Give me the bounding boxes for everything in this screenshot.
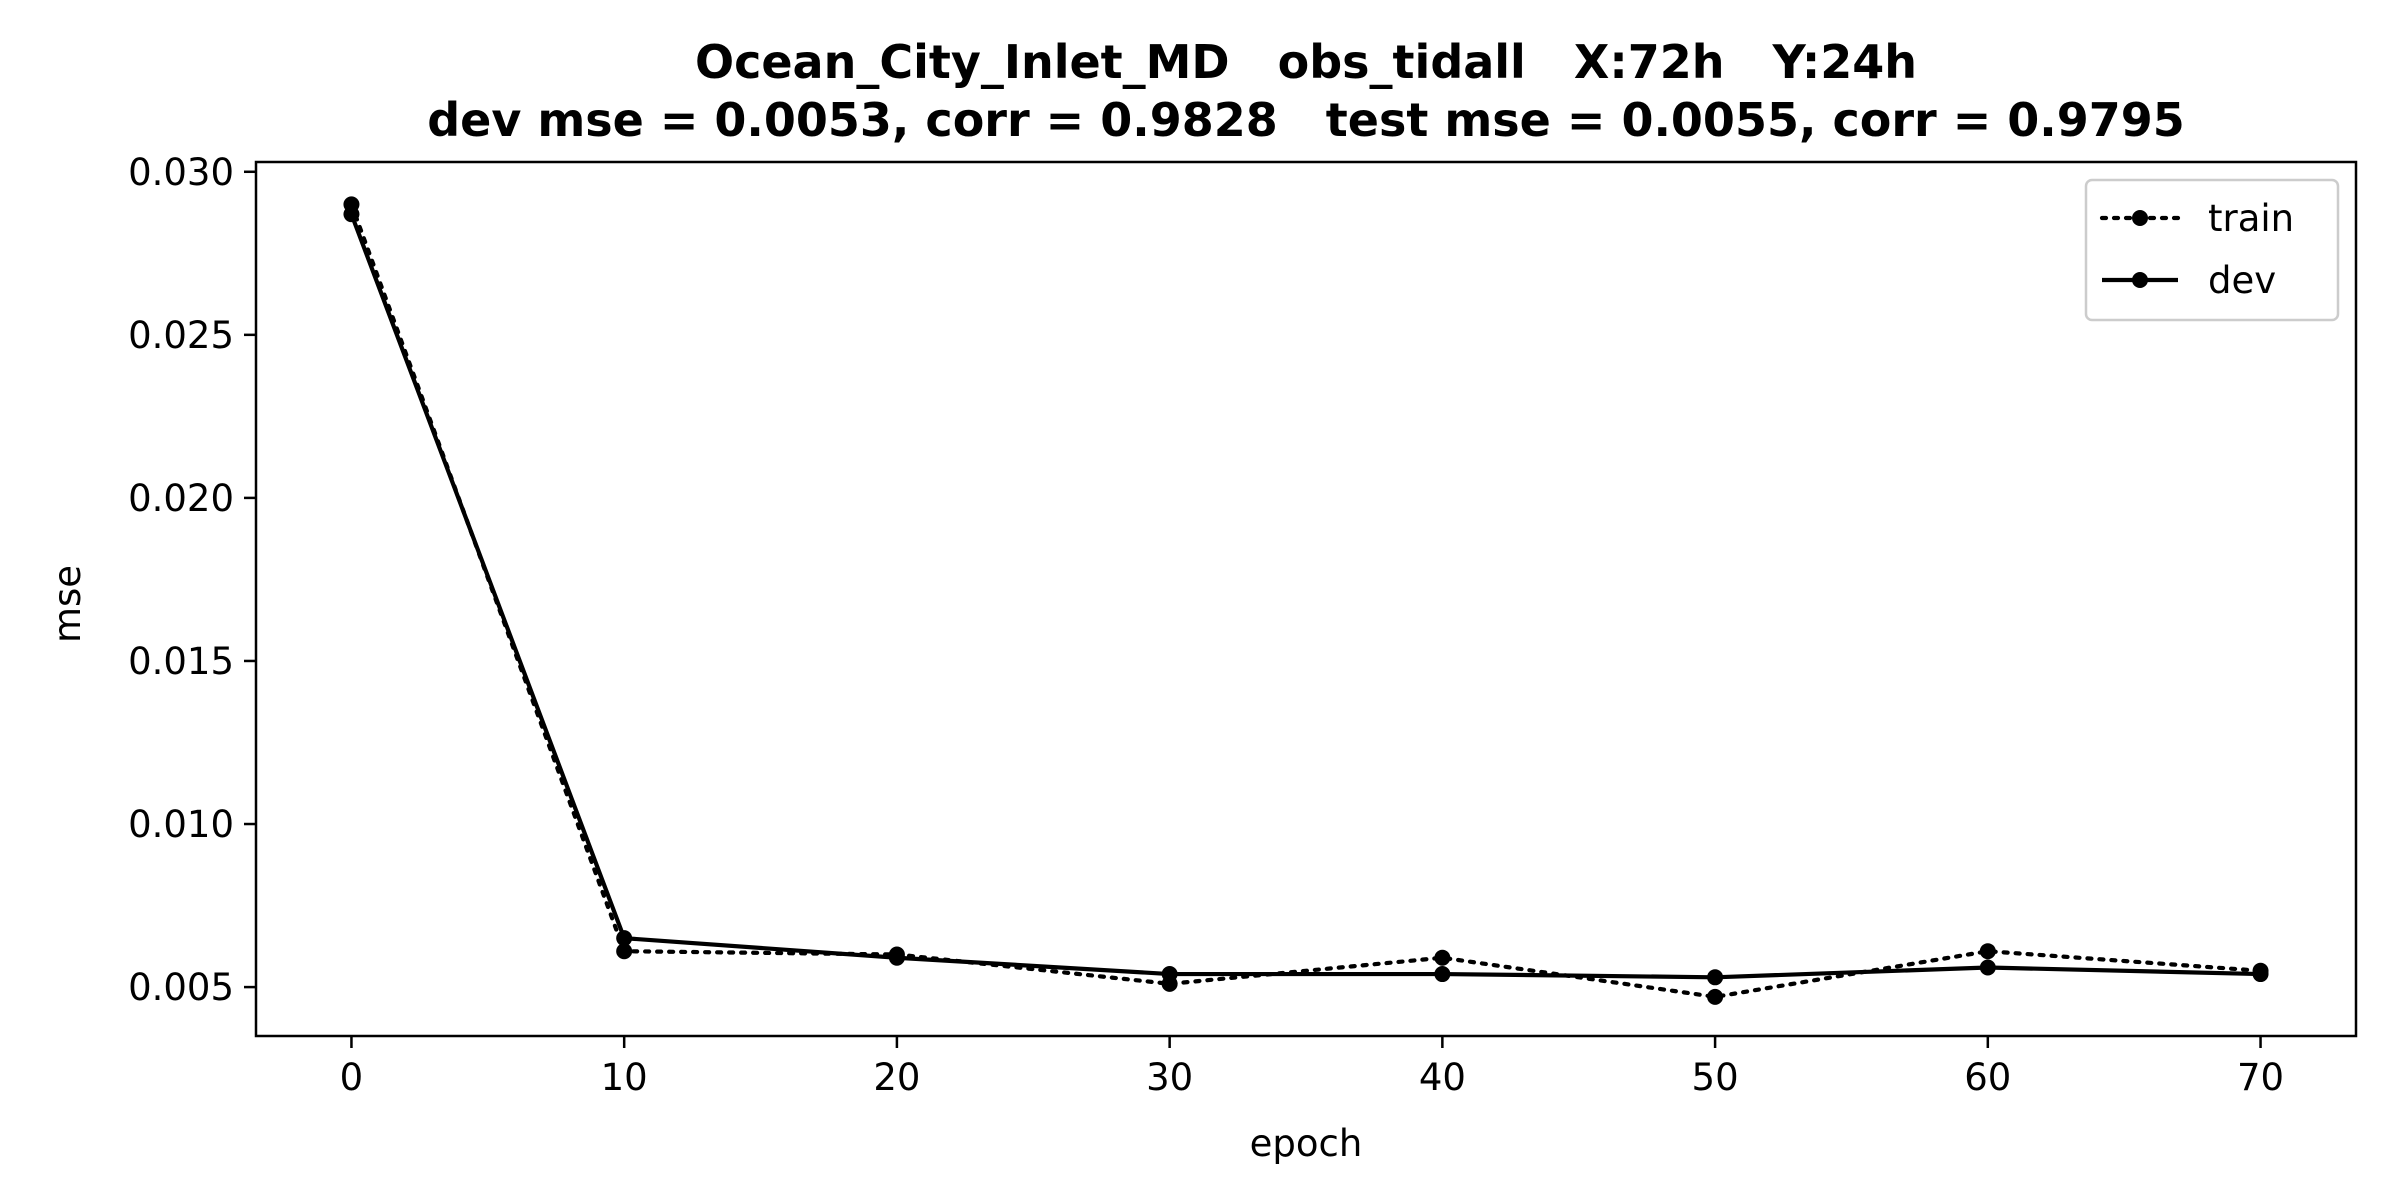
x-tick-label: 70	[2237, 1056, 2284, 1099]
y-tick-label: 0.030	[128, 151, 234, 194]
series-line-dev	[349, 213, 2261, 980]
series-layer	[343, 196, 2269, 1005]
data-point-train	[616, 943, 633, 960]
series-line-train	[349, 202, 2263, 999]
plot-area	[254, 160, 2358, 1038]
y-tick-label: 0.010	[128, 803, 234, 846]
plot-frame	[254, 160, 2358, 1038]
legend-item-train: train	[2099, 197, 2294, 240]
data-point-dev	[1979, 959, 1996, 976]
y-tick-label: 0.025	[128, 314, 234, 357]
legend-item-dev: dev	[2102, 259, 2276, 302]
legend-marker-train	[2132, 210, 2148, 226]
y-axis: 0.005 0.010 0.015 0.020 0.025 0.030	[128, 151, 256, 1009]
data-point-dev	[1434, 966, 1451, 983]
x-tick-label: 50	[1692, 1056, 1739, 1099]
x-tick-label: 40	[1419, 1056, 1466, 1099]
data-point-dev	[616, 930, 633, 947]
x-axis: 0 10 20 30 40 50 60 70	[340, 1036, 2284, 1099]
legend-marker-dev	[2132, 272, 2148, 288]
y-tick-label: 0.005	[128, 966, 234, 1009]
data-point-dev	[888, 949, 905, 966]
y-tick-label: 0.020	[128, 477, 234, 520]
x-tick-label: 20	[873, 1056, 920, 1099]
chart-title: Ocean_City_Inlet_MD obs_tidall X:72h Y:2…	[695, 35, 1917, 89]
data-point-train	[1979, 943, 1996, 960]
x-tick-label: 0	[340, 1056, 364, 1099]
data-point-dev	[1161, 966, 1178, 983]
series-train	[343, 196, 2269, 1005]
data-point-dev	[2252, 966, 2269, 983]
data-point-dev	[1707, 969, 1724, 986]
x-tick-label: 60	[1964, 1056, 2011, 1099]
y-axis-label: mse	[46, 565, 89, 643]
chart-subtitle: dev mse = 0.0053, corr = 0.9828 test mse…	[427, 93, 2185, 147]
legend-label-dev: dev	[2208, 259, 2276, 302]
x-axis-label: epoch	[1250, 1122, 1363, 1165]
x-tick-label: 10	[601, 1056, 648, 1099]
y-tick-label: 0.015	[128, 640, 234, 683]
legend: train dev	[2084, 178, 2340, 322]
data-point-train	[1707, 988, 1724, 1005]
data-point-dev	[343, 206, 360, 223]
data-point-train	[1434, 949, 1451, 966]
series-dev	[343, 206, 2269, 986]
legend-label-train: train	[2208, 197, 2294, 240]
x-tick-label: 30	[1146, 1056, 1193, 1099]
legend-frame	[2084, 178, 2340, 322]
